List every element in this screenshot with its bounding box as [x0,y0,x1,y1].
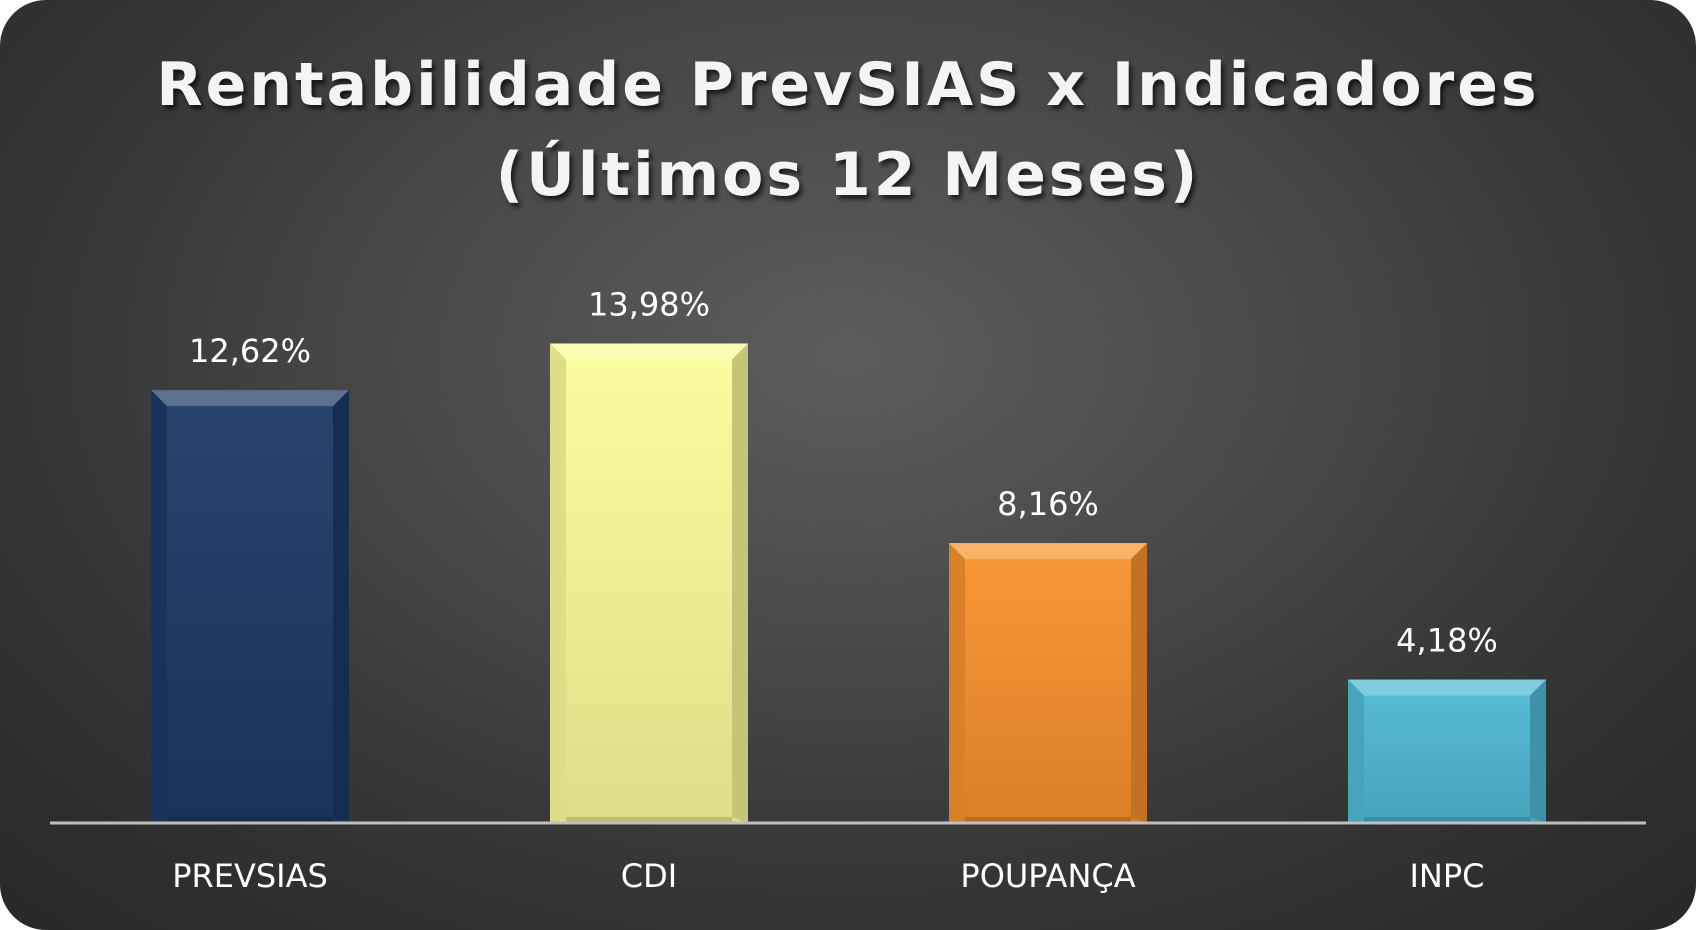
chart-title: Rentabilidade PrevSIAS x Indicadores [156,50,1540,120]
bar-bevel-left [151,390,167,823]
data-label-poupanca: 8,16% [997,485,1099,523]
bar-bevel-bottom [1364,817,1530,823]
bar-bevel-left [1348,679,1364,823]
labels-layer: 12,62% PREVSIAS 13,98% CDI 8,16% POUPANÇA 4,18… [172,285,1498,895]
data-label-cdi: 13,98% [588,285,710,323]
bar-bevel-right [1530,679,1546,823]
data-label-inpc: 4,18% [1396,622,1498,660]
bar-inpc [1348,679,1546,823]
bar-bevel-right [732,343,748,823]
bar-poupanca [949,543,1147,823]
bar-bevel-top [550,343,748,360]
chart-subtitle: (Últimos 12 Meses) [495,140,1201,210]
bar-bevel-right [333,390,349,823]
bar-body [151,390,349,823]
bar-bevel-bottom [566,817,732,823]
x-tick-label-prevsias: PREVSIAS [172,857,328,895]
bar-bevel-left [949,543,965,823]
x-tick-label-inpc: INPC [1409,857,1484,895]
bar-cdi [550,343,748,823]
bar-bevel-bottom [167,817,333,823]
data-label-prevsias: 12,62% [189,332,311,370]
bar-bevel-right [1131,543,1147,823]
x-tick-label-cdi: CDI [621,857,677,895]
bar-bevel-left [550,343,566,823]
x-tick-label-poupanca: POUPANÇA [960,857,1135,895]
bar-bevel-top [949,543,1147,560]
bar-body [550,343,748,823]
bar-bevel-bottom [965,817,1131,823]
bars-layer [151,343,1546,823]
bar-bevel-top [151,390,349,407]
bar-bevel-top [1348,679,1546,696]
bar-body [949,543,1147,823]
bar-prevsias [151,390,349,823]
chart-title-block: Rentabilidade PrevSIAS x Indicadores (Úl… [0,40,1696,220]
bar-body [1348,679,1546,823]
